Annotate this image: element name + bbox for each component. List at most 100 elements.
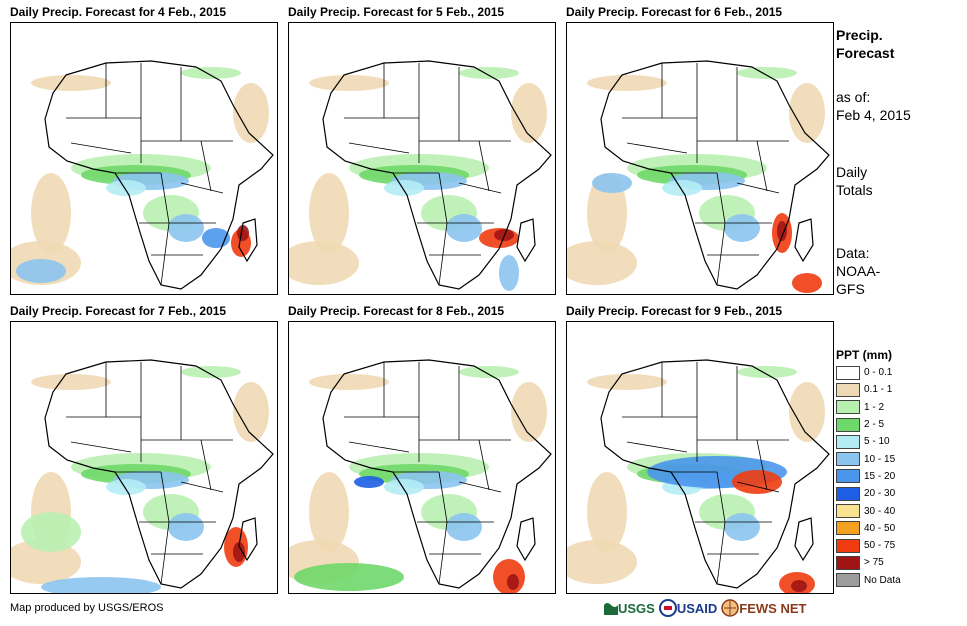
panel-title: Daily Precip. Forecast for 4 Feb., 2015 — [10, 5, 227, 19]
legend-label: 0 - 0.1 — [864, 367, 893, 379]
forecast-panel-day-5: Daily Precip. Forecast for 5 Feb., 2015 — [288, 5, 556, 295]
legend-swatch — [836, 521, 860, 536]
country-border — [716, 172, 726, 224]
data-source-block: Data: NOAA- GFS — [836, 244, 880, 298]
panel-title: Daily Precip. Forecast for 9 Feb., 2015 — [566, 304, 783, 318]
legend-swatch — [836, 469, 860, 484]
legend-swatch — [836, 486, 860, 501]
legend-label: 20 - 30 — [864, 488, 896, 500]
legend-item: 10 - 15 — [836, 450, 906, 467]
country-border — [438, 222, 448, 286]
precip-area — [11, 540, 81, 584]
precip-area — [789, 382, 825, 442]
legend-swatch — [836, 434, 860, 449]
precip-area — [446, 513, 482, 541]
precip-area — [233, 382, 269, 442]
precip-area — [233, 83, 269, 143]
precip-area — [181, 366, 241, 378]
precip-area — [31, 374, 111, 390]
totals-line1: Daily — [836, 164, 868, 180]
sidebar-title-line1: Precip. — [836, 27, 883, 43]
country-border — [160, 471, 170, 523]
precip-area — [168, 214, 204, 242]
sidebar-title: Precip. Forecast — [836, 26, 894, 62]
totals-line2: Totals — [836, 182, 873, 198]
precip-map-svg — [11, 359, 274, 593]
precip-area — [384, 479, 424, 495]
precip-map — [288, 321, 556, 594]
country-border — [438, 172, 448, 224]
precip-area — [309, 173, 349, 253]
precip-area — [294, 563, 404, 591]
legend-label: 40 - 50 — [864, 522, 896, 534]
panel-title: Daily Precip. Forecast for 6 Feb., 2015 — [566, 5, 783, 19]
precip-area — [737, 366, 797, 378]
as-of-block: as of: Feb 4, 2015 — [836, 88, 911, 124]
forecast-panel-day-7: Daily Precip. Forecast for 7 Feb., 2015 — [10, 304, 278, 594]
precip-area — [511, 382, 547, 442]
country-border — [626, 142, 688, 154]
panel-title: Daily Precip. Forecast for 8 Feb., 2015 — [288, 304, 505, 318]
legend-item: 50 - 75 — [836, 537, 906, 554]
precip-area — [16, 259, 66, 283]
precip-area — [587, 374, 667, 390]
sidebar-title-line2: Forecast — [836, 45, 895, 61]
precip-area — [567, 540, 637, 584]
country-border — [70, 142, 132, 154]
precip-area — [777, 221, 787, 241]
forecast-panel-day-9: Daily Precip. Forecast for 9 Feb., 2015 — [566, 304, 834, 594]
legend-swatch — [836, 538, 860, 553]
legend-item: > 75 — [836, 554, 906, 571]
fewsnet-globe-icon — [721, 599, 740, 617]
precip-map — [288, 22, 556, 295]
country-border — [458, 481, 502, 493]
fewsnet-logo: FEWS NET — [721, 599, 806, 617]
coastline — [794, 517, 814, 562]
legend-item: 0.1 - 1 — [836, 381, 906, 398]
usaid-logo-text: USAID — [676, 600, 718, 616]
legend-item: 15 - 20 — [836, 468, 906, 485]
precip-area — [181, 67, 241, 79]
country-border — [348, 441, 410, 453]
precip-area — [792, 273, 822, 293]
coastline — [600, 359, 830, 589]
precip-area — [309, 75, 389, 91]
country-border — [716, 471, 726, 523]
country-border — [160, 222, 170, 286]
precip-area — [737, 67, 797, 79]
legend-label: No Data — [864, 574, 901, 586]
ppt-legend: PPT (mm) 0 - 0.1 0.1 - 1 1 - 2 2 - 5 5 - 10 1… — [836, 346, 906, 589]
forecast-panel-day-6: Daily Precip. Forecast for 6 Feb., 2015 — [566, 5, 834, 295]
precip-area — [106, 180, 146, 196]
panel-title: Daily Precip. Forecast for 7 Feb., 2015 — [10, 304, 227, 318]
precip-area — [384, 180, 424, 196]
fewsnet-logo-text: FEWS NET — [739, 600, 807, 616]
coastline — [44, 359, 274, 589]
country-border — [756, 439, 768, 491]
legend-item: No Data — [836, 572, 906, 589]
legend-label: 5 - 10 — [864, 436, 890, 448]
precip-area — [724, 513, 760, 541]
country-border — [438, 471, 448, 523]
coastline — [600, 60, 830, 290]
legend-swatch — [836, 400, 860, 415]
country-border — [458, 182, 502, 194]
usaid-seal-icon — [658, 599, 677, 617]
forecast-panel-day-8: Daily Precip. Forecast for 8 Feb., 2015 — [288, 304, 556, 594]
panel-title: Daily Precip. Forecast for 5 Feb., 2015 — [288, 5, 505, 19]
precip-area — [662, 180, 702, 196]
coastline — [44, 60, 274, 290]
precip-area — [592, 173, 632, 193]
country-border — [160, 521, 170, 585]
precip-area — [233, 542, 245, 562]
precip-map-svg — [11, 60, 274, 290]
legend-title: PPT (mm) — [836, 348, 893, 362]
coastline — [516, 218, 536, 263]
legend-item: 5 - 10 — [836, 433, 906, 450]
precip-area — [289, 241, 359, 285]
country-border — [716, 521, 726, 585]
precip-area — [309, 374, 389, 390]
precip-area — [106, 479, 146, 495]
precip-area — [168, 513, 204, 541]
logo-strip: USGS USAID FEWS NET — [604, 595, 828, 621]
